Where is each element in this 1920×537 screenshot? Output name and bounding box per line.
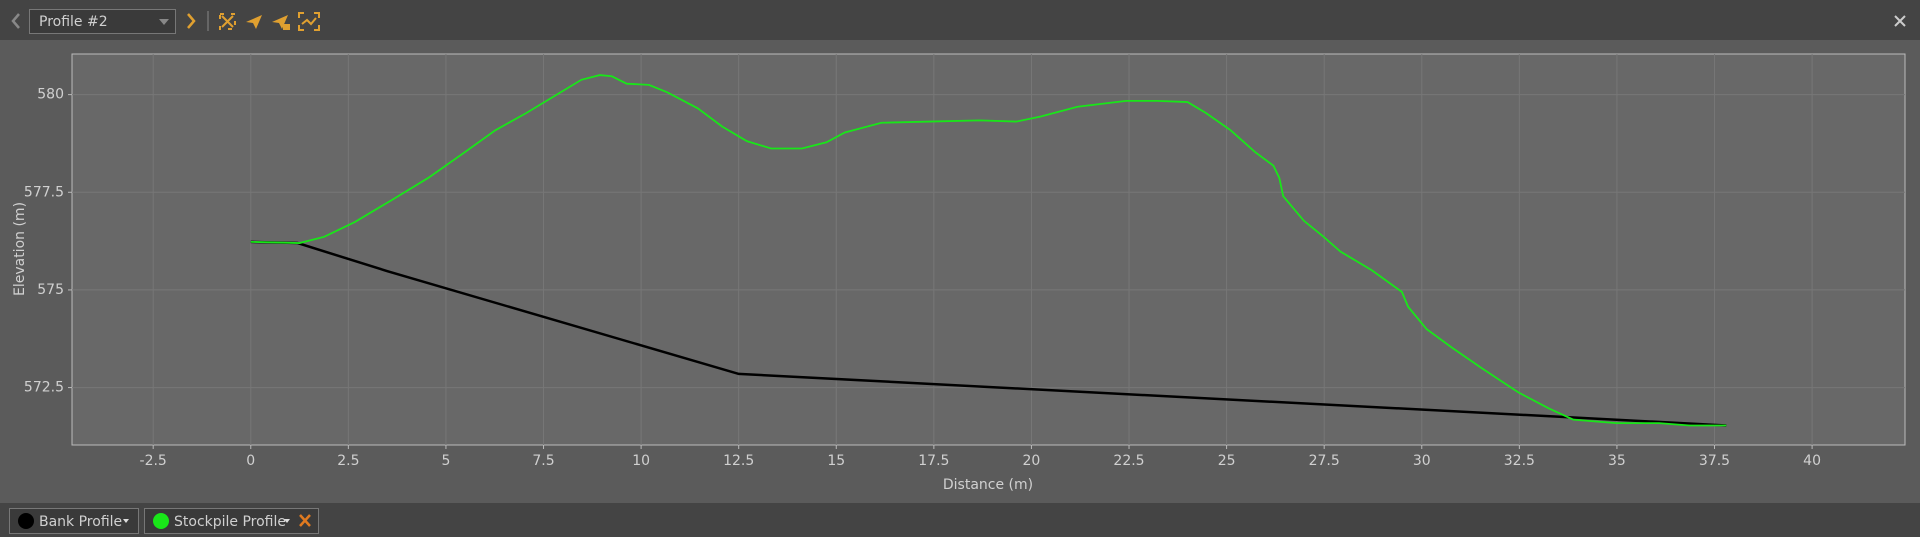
- legend-label: Stockpile Profile: [174, 514, 286, 530]
- y-tick-label: 572.5: [24, 380, 64, 396]
- x-tick-label: 35: [1608, 453, 1626, 469]
- x-tick-label: 27.5: [1309, 453, 1340, 469]
- x-tick-label: 40: [1803, 453, 1821, 469]
- send-button[interactable]: [246, 15, 262, 29]
- x-tick-label: 22.5: [1113, 453, 1144, 469]
- x-tick-label: 5: [441, 453, 450, 469]
- legend-bar: [0, 503, 1920, 537]
- x-tick-label: 12.5: [723, 453, 754, 469]
- zoom-extents-button[interactable]: [219, 13, 236, 30]
- x-tick-label: 10: [632, 453, 650, 469]
- legend-swatch: [18, 513, 34, 529]
- remove-button[interactable]: [299, 514, 311, 527]
- x-tick-label: 2.5: [337, 453, 359, 469]
- x-tick-label: -2.5: [140, 453, 167, 469]
- x-tick-label: 25: [1218, 453, 1236, 469]
- legend-caret[interactable]: [284, 519, 290, 523]
- x-tick-label: 20: [1023, 453, 1041, 469]
- legend-item[interactable]: Stockpile Profile: [144, 508, 319, 534]
- fit-button[interactable]: [298, 12, 320, 31]
- profile-name: Profile #2: [39, 14, 108, 30]
- send-lock-button[interactable]: [272, 15, 288, 29]
- x-axis-label: Distance (m): [943, 477, 1033, 493]
- y-tick-label: 575: [37, 282, 64, 298]
- legend-item[interactable]: Bank Profile: [9, 508, 139, 534]
- toolbar: [0, 0, 1920, 40]
- close-button[interactable]: [1894, 15, 1906, 27]
- x-tick-label: 0: [246, 453, 255, 469]
- y-axis-label: Elevation (m): [12, 202, 28, 296]
- x-tick-label: 17.5: [918, 453, 949, 469]
- y-tick-label: 580: [37, 87, 64, 103]
- next-button[interactable]: [187, 13, 196, 29]
- plot-area: [71, 53, 1906, 446]
- legend-label: Bank Profile: [39, 514, 122, 530]
- legend-button[interactable]: [144, 508, 319, 534]
- legend-swatch: [153, 513, 169, 529]
- series-lines: [250, 74, 1727, 427]
- x-tick-label: 37.5: [1699, 453, 1730, 469]
- profile-dropdown[interactable]: [29, 9, 176, 34]
- y-tick-label: 577.5: [24, 184, 64, 200]
- x-tick-label: 32.5: [1504, 453, 1535, 469]
- x-tick-label: 30: [1413, 453, 1431, 469]
- prev-button[interactable]: [11, 13, 20, 29]
- dropdown-caret: [159, 19, 169, 25]
- legend-caret[interactable]: [123, 519, 129, 523]
- x-tick-label: 15: [827, 453, 845, 469]
- lock-icon: [283, 24, 290, 30]
- profile-line: [250, 74, 1727, 427]
- x-tick-label: 7.5: [532, 453, 554, 469]
